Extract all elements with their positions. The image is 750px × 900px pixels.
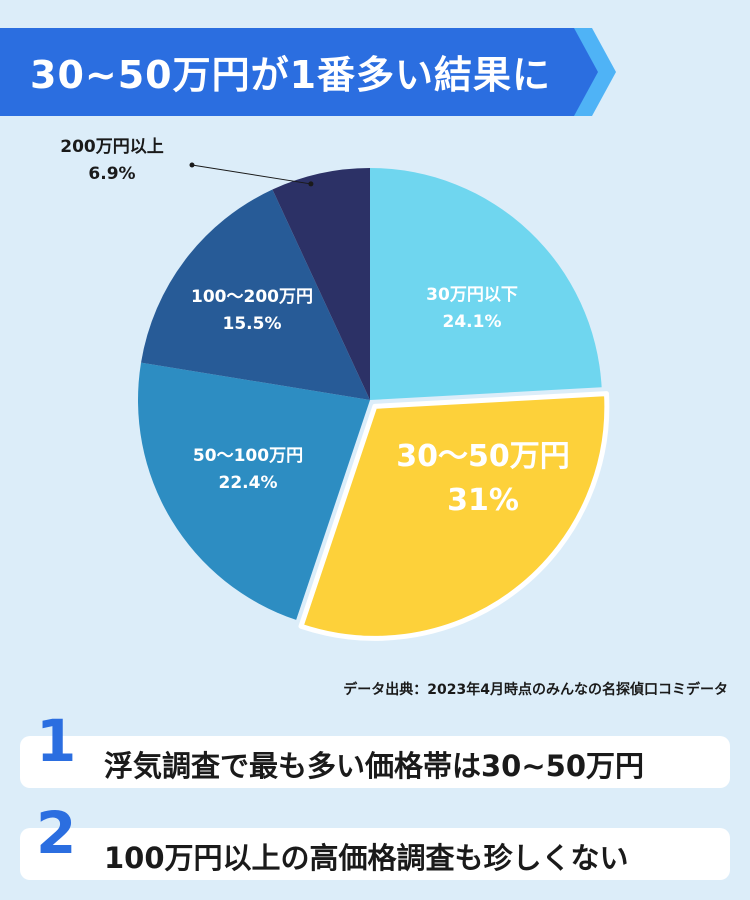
slice-label-4: 100〜200万円 xyxy=(191,287,313,307)
slice-label-3: 50〜100万円 xyxy=(193,446,303,466)
slice-label-5: 200万円以上 xyxy=(60,137,164,157)
pie-slice-5 xyxy=(272,168,370,400)
slice-value-3: 22.4% xyxy=(219,473,278,493)
slice-value-5: 6.9% xyxy=(88,164,135,184)
slice-value-4: 15.5% xyxy=(223,314,282,334)
pie-chart: 30万円以下 24.1% 30〜50万円 31% 50〜100万円 22.4% 100〜20… xyxy=(60,137,610,641)
title-banner: 30~50万円が1番多い結果に xyxy=(0,0,750,140)
pie-slice-3 xyxy=(138,362,370,620)
slice-label-2: 30〜50万円 xyxy=(396,439,570,474)
finding-card-2 xyxy=(20,828,730,880)
leader-dot-1 xyxy=(189,162,195,168)
pie-slice-1 xyxy=(370,168,602,400)
slice-value-2: 31% xyxy=(447,483,519,518)
pie-slice-4 xyxy=(141,189,370,400)
slice-leader-line xyxy=(191,164,311,185)
finding-text-2: 100万円以上の高価格調査も珍しくない xyxy=(104,841,629,875)
data-source-note: データ出典：2023年4月時点のみんなの名探偵口コミデータ xyxy=(343,682,728,698)
banner-main-shape xyxy=(0,28,598,116)
finding-card-1 xyxy=(20,736,730,788)
finding-number-2: 2 xyxy=(36,799,77,867)
slice-value-1: 24.1% xyxy=(443,312,502,332)
finding-number-1: 1 xyxy=(36,707,77,775)
leader-dot-2 xyxy=(308,181,314,187)
pie-slice-2 xyxy=(298,391,610,641)
finding-text-1: 浮気調査で最も多い価格帯は30~50万円 xyxy=(104,749,645,783)
slice-label-1: 30万円以下 xyxy=(426,285,518,305)
banner-shape xyxy=(0,28,616,116)
page-title: 30~50万円が1番多い結果に xyxy=(30,53,552,97)
